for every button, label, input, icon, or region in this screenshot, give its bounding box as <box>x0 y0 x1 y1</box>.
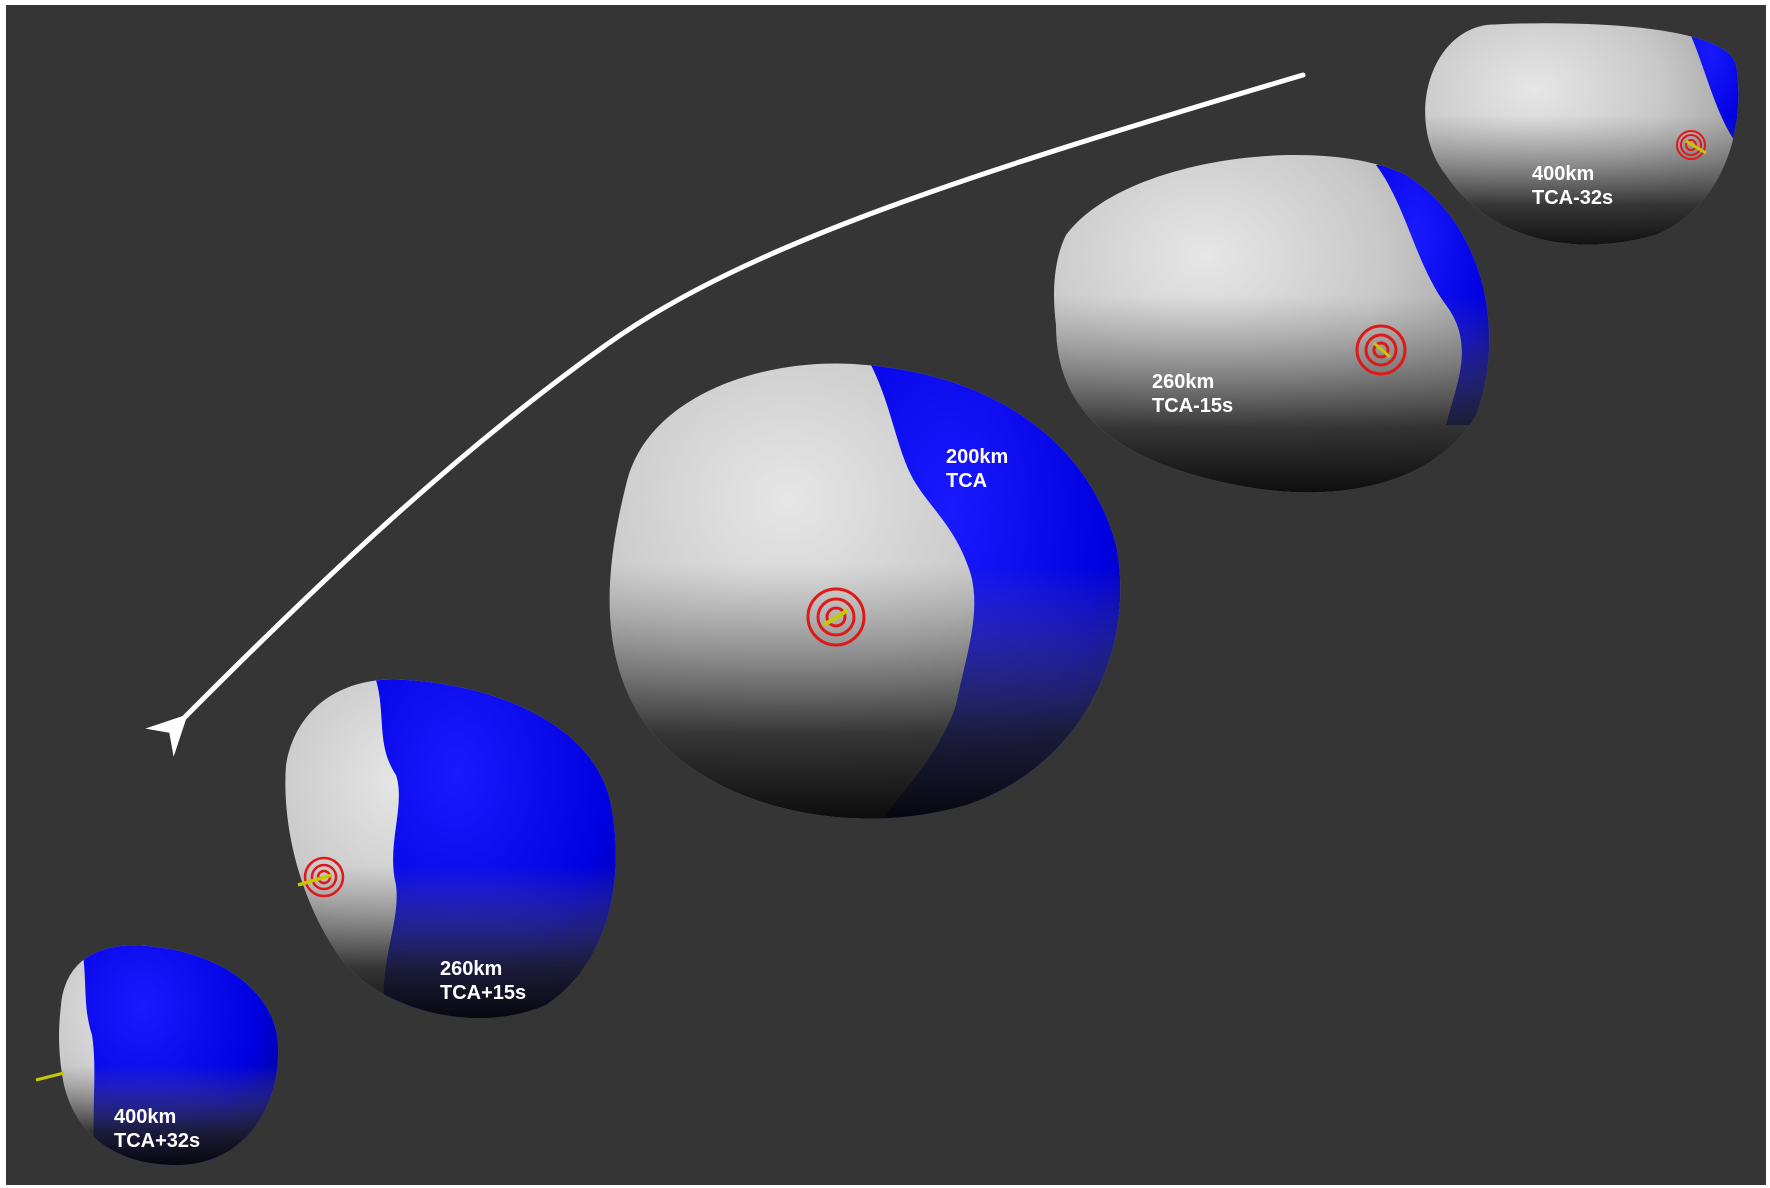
impactor-marker <box>35 1071 65 1082</box>
time-label: TCA+32s <box>114 1130 201 1152</box>
distance-label: 200km <box>946 446 1009 468</box>
target-rings <box>303 856 345 898</box>
impactor-marker <box>1373 341 1391 359</box>
target-rings <box>1355 324 1407 376</box>
view-label-5: 400km TCA+32s <box>114 1105 200 1153</box>
target-rings <box>806 587 866 647</box>
asteroid-view-3 <box>609 363 1121 819</box>
time-label: TCA+15s <box>440 982 527 1004</box>
view-label-4: 260km TCA+15s <box>440 957 526 1005</box>
impactor-marker <box>822 608 850 627</box>
scene-background: 400km TCA-32s 260km TCA-15s 200km TCA 26… <box>6 5 1766 1185</box>
view-label-1: 400km TCA-32s <box>1532 162 1613 210</box>
trajectory-arrow <box>145 72 1306 757</box>
distance-label: 260km <box>1152 371 1215 393</box>
time-label: TCA-15s <box>1152 395 1234 417</box>
asteroid-view-1 <box>1425 23 1739 245</box>
view-label-3: 200km TCA <box>946 445 1008 493</box>
view-label-2: 260km TCA-15s <box>1152 370 1233 418</box>
target-rings <box>1676 130 1706 160</box>
asteroid-view-2 <box>1054 155 1490 493</box>
distance-label: 260km <box>440 958 503 980</box>
time-label: TCA-32s <box>1532 187 1614 209</box>
distance-label: 400km <box>114 1106 177 1128</box>
impactor-marker <box>1685 139 1707 155</box>
impactor-marker <box>297 873 333 887</box>
time-label: TCA <box>946 470 988 492</box>
asteroid-flyby-illustration <box>35 23 1739 1165</box>
distance-label: 400km <box>1532 163 1595 185</box>
